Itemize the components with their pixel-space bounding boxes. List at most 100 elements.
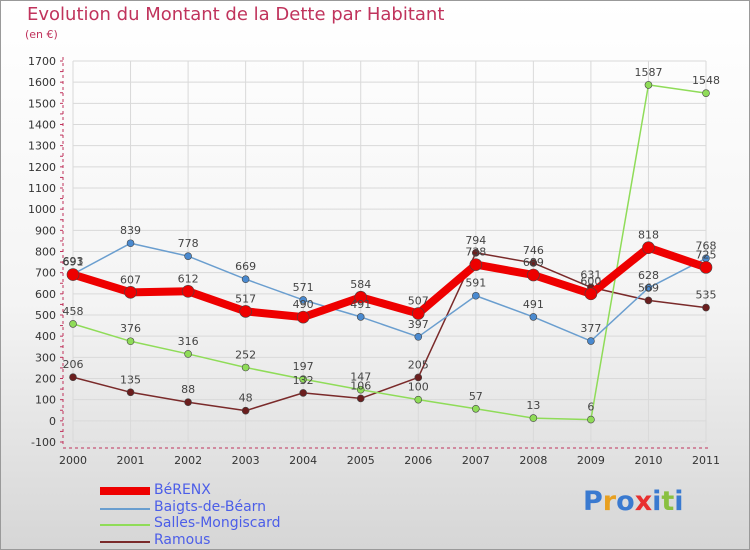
data-point-ramous xyxy=(356,394,365,403)
data-point-berenx xyxy=(181,284,195,298)
legend-swatch-ramous xyxy=(100,540,150,543)
data-point-salles xyxy=(644,81,653,89)
data-label-baigts: 571 xyxy=(293,281,314,294)
data-point-baigts xyxy=(587,337,595,345)
data-point-baigts xyxy=(414,333,423,341)
series-line-berenx xyxy=(69,243,710,322)
data-label-ramous: 88 xyxy=(181,383,195,396)
y-tick-label: 1500 xyxy=(28,97,56,110)
y-tick-label: 1300 xyxy=(28,140,56,153)
legend-swatch-berenx xyxy=(100,487,150,495)
data-point-berenx xyxy=(642,241,655,254)
legend-label-ramous: Ramous xyxy=(154,531,211,548)
data-label-salles: 316 xyxy=(178,335,199,348)
data-point-salles xyxy=(702,89,710,97)
data-point-ramous xyxy=(414,373,423,382)
data-label-ramous: 535 xyxy=(696,289,717,302)
y-tick-label: 100 xyxy=(35,394,56,407)
data-point-salles xyxy=(184,350,192,358)
data-label-salles: 197 xyxy=(293,360,314,373)
x-tick-label: 2004 xyxy=(289,454,317,467)
data-point-ramous xyxy=(702,303,710,312)
legend-label-berenx: BéRENX xyxy=(154,482,211,498)
data-label-berenx: 689 xyxy=(523,256,544,269)
x-tick-label: 2005 xyxy=(347,454,375,467)
data-point-salles xyxy=(472,404,480,413)
data-point-ramous xyxy=(126,388,135,397)
data-label-baigts: 397 xyxy=(408,318,429,331)
data-label-berenx: 818 xyxy=(638,229,659,242)
data-point-salles xyxy=(69,320,77,328)
data-label-baigts: 628 xyxy=(638,269,659,282)
data-point-baigts xyxy=(356,313,365,321)
data-label-baigts: 591 xyxy=(465,277,486,290)
chart-subtitle: (en €) xyxy=(25,28,58,41)
data-label-baigts: 491 xyxy=(350,298,371,311)
data-point-salles xyxy=(529,414,538,422)
legend-label-salles: Salles-Mongiscard xyxy=(154,515,281,531)
x-tick-label: 2011 xyxy=(692,454,720,467)
data-label-ramous: 135 xyxy=(120,373,141,386)
data-point-salles xyxy=(126,337,135,346)
data-label-berenx: 517 xyxy=(235,292,256,305)
data-point-ramous xyxy=(299,389,307,397)
data-label-baigts: 839 xyxy=(120,224,141,237)
data-label-ramous: 794 xyxy=(465,234,486,247)
data-label-salles: 6 xyxy=(587,401,594,414)
data-point-ramous xyxy=(241,406,250,415)
proxiti-logo: Proxiti xyxy=(583,486,684,517)
data-point-baigts xyxy=(644,284,653,292)
data-point-salles xyxy=(587,415,595,424)
legend-swatch-baigts xyxy=(100,507,150,510)
data-label-salles: 147 xyxy=(350,371,371,384)
data-label-ramous: 631 xyxy=(580,268,601,281)
data-label-baigts: 778 xyxy=(178,237,199,250)
data-label-berenx: 691 xyxy=(63,256,84,269)
data-label-ramous: 206 xyxy=(63,358,84,371)
y-tick-label: 1700 xyxy=(28,55,56,68)
data-label-ramous: 132 xyxy=(293,374,314,387)
x-tick-label: 2007 xyxy=(462,454,490,467)
data-point-berenx xyxy=(469,258,483,271)
data-label-salles: 57 xyxy=(469,390,483,403)
y-tick-label: 600 xyxy=(35,288,56,301)
data-point-ramous xyxy=(69,373,77,382)
data-point-berenx xyxy=(584,287,598,301)
y-tick-label: 700 xyxy=(35,267,56,280)
y-tick-label: 1000 xyxy=(28,203,56,216)
data-point-baigts xyxy=(241,275,250,284)
data-point-baigts xyxy=(529,313,538,321)
data-point-baigts xyxy=(184,252,192,260)
data-label-berenx: 584 xyxy=(350,278,371,291)
data-label-salles: 100 xyxy=(408,381,429,394)
legend-swatch-salles xyxy=(100,524,150,526)
data-point-baigts xyxy=(299,296,307,304)
legend-label-baigts: Baigts-de-Béarn xyxy=(154,498,267,515)
series-line-baigts xyxy=(72,242,707,342)
data-label-berenx: 612 xyxy=(178,272,199,285)
data-point-ramous xyxy=(529,259,538,267)
data-point-berenx xyxy=(239,305,252,318)
data-label-baigts: 693 xyxy=(63,255,84,268)
y-tick-label: 300 xyxy=(35,351,56,364)
data-point-salles xyxy=(299,375,307,383)
data-label-ramous: 106 xyxy=(350,379,371,392)
logo-letter: x xyxy=(634,486,653,517)
data-label-baigts: 377 xyxy=(580,322,601,335)
data-label-ramous: 48 xyxy=(239,392,253,405)
logo-letter: r xyxy=(602,486,617,517)
data-label-berenx: 607 xyxy=(120,273,141,286)
x-tick-label: 2008 xyxy=(519,454,547,467)
data-point-ramous xyxy=(472,248,480,257)
data-point-baigts xyxy=(472,291,480,300)
data-label-ramous: 569 xyxy=(638,281,659,294)
data-label-salles: 1587 xyxy=(634,66,662,79)
data-point-ramous xyxy=(644,296,653,305)
data-label-baigts: 491 xyxy=(523,298,544,311)
data-point-berenx xyxy=(411,307,425,320)
x-tick-label: 2010 xyxy=(634,454,662,467)
data-point-baigts xyxy=(126,239,135,248)
y-tick-label: 800 xyxy=(35,246,56,259)
